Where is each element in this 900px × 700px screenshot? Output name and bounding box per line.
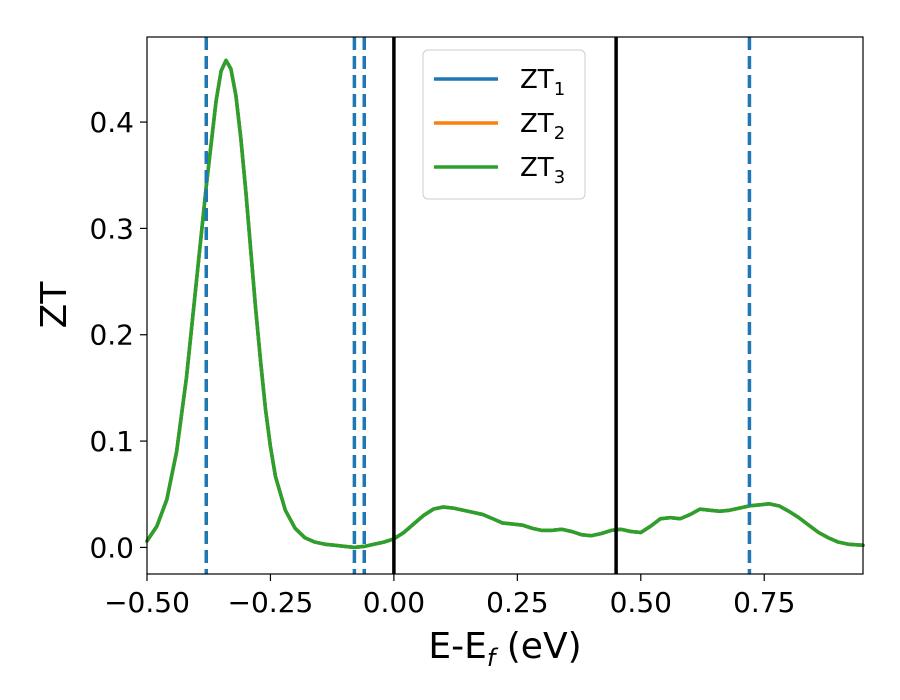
series-group bbox=[145, 58, 865, 550]
y-tick-label: 0.1 bbox=[89, 425, 134, 458]
x-tick-label: −0.25 bbox=[228, 586, 314, 619]
series-line-zt3 bbox=[145, 58, 865, 550]
x-tick-label: 0.50 bbox=[610, 586, 672, 619]
x-axis: −0.50 −0.25 0.00 0.25 0.50 0.75 bbox=[104, 574, 795, 619]
x-axis-label-main: E-E bbox=[428, 626, 486, 667]
x-tick-label: −0.50 bbox=[104, 586, 190, 619]
y-tick-label: 0.4 bbox=[89, 106, 134, 139]
plot-frame bbox=[146, 36, 864, 575]
y-axis-label: ZT bbox=[34, 281, 75, 329]
legend-label-zt1: ZT1 bbox=[520, 65, 565, 100]
legend-label-zt3: ZT3 bbox=[520, 153, 565, 188]
y-axis: 0.0 0.1 0.2 0.3 0.4 bbox=[89, 106, 147, 564]
y-tick-label: 0.2 bbox=[89, 319, 134, 352]
x-tick-label: 0.75 bbox=[733, 586, 795, 619]
legend-label-zt2: ZT2 bbox=[520, 109, 565, 144]
x-tick-label: 0.25 bbox=[486, 586, 548, 619]
y-tick-label: 0.3 bbox=[89, 212, 134, 245]
x-tick-label: 0.00 bbox=[363, 586, 425, 619]
x-axis-label-unit: (eV) bbox=[495, 626, 581, 667]
vertical-lines bbox=[204, 37, 752, 574]
legend-frame bbox=[422, 49, 586, 200]
x-axis-label: E-Ef (eV) bbox=[428, 626, 581, 672]
legend: ZT1 ZT2 ZT3 bbox=[422, 49, 586, 200]
y-tick-label: 0.0 bbox=[89, 531, 134, 564]
